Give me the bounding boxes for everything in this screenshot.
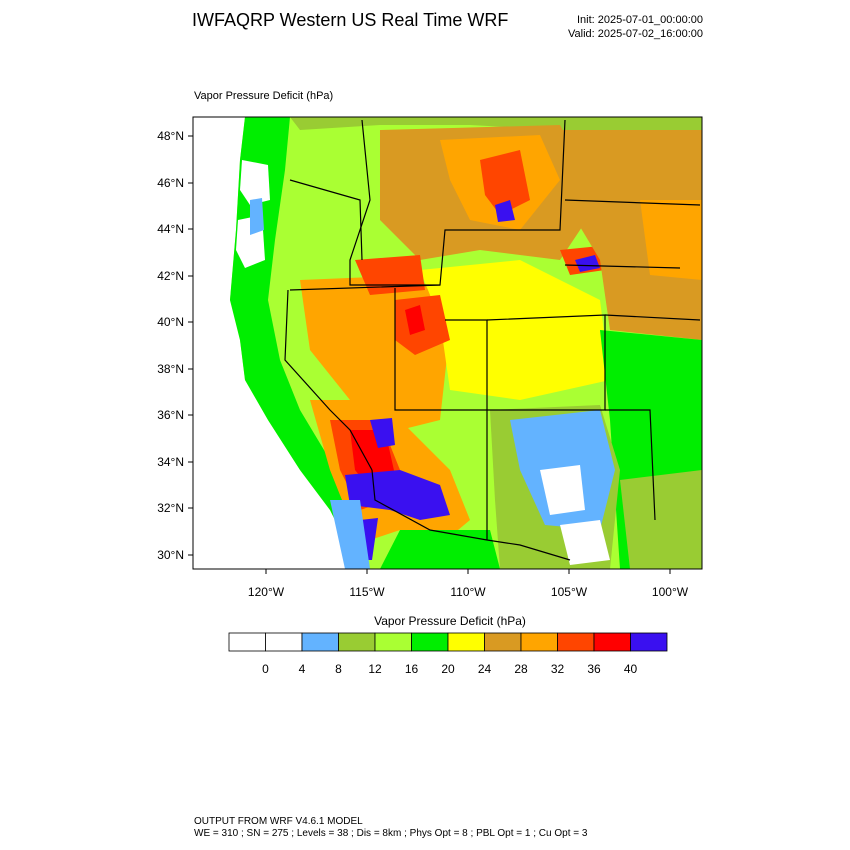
footer-model: OUTPUT FROM WRF V4.6.1 MODEL [194, 816, 363, 827]
colorbar-tick-label: 0 [262, 662, 269, 676]
colorbar-title: Vapor Pressure Deficit (hPa) [374, 614, 526, 628]
colorbar-swatch [484, 632, 522, 652]
map-border [192, 116, 703, 570]
colorbar-tick-label: 24 [478, 662, 492, 676]
colorbar-swatch [557, 632, 595, 652]
colorbar-tick-label: 32 [551, 662, 565, 676]
lon-label: 115°W [349, 585, 385, 599]
colorbar-swatch [593, 632, 631, 652]
colorbar-tick-label: 40 [624, 662, 638, 676]
lat-label: 34°N [157, 455, 184, 469]
lat-label: 48°N [157, 129, 184, 143]
lon-label: 110°W [450, 585, 486, 599]
colorbar-tick-label: 12 [368, 662, 382, 676]
lat-label: 46°N [157, 176, 184, 190]
colorbar-ticks: 0 4 8 12 16 20 24 28 32 36 40 [262, 662, 637, 676]
colorbar-tick-label: 4 [299, 662, 306, 676]
colorbar-tick-label: 20 [441, 662, 455, 676]
lat-label: 32°N [157, 501, 184, 515]
plot-label: Vapor Pressure Deficit (hPa) [194, 90, 334, 102]
page-title: IWFAQRP Western US Real Time WRF [192, 10, 509, 30]
colorbar-swatch [228, 632, 266, 652]
lon-label: 105°W [551, 585, 588, 599]
colorbar-tick-label: 8 [335, 662, 342, 676]
lon-label: 120°W [248, 585, 285, 599]
valid-time: Valid: 2025-07-02_16:00:00 [568, 28, 703, 40]
colorbar [228, 632, 668, 652]
map-field [193, 117, 702, 569]
colorbar-tick-label: 16 [405, 662, 419, 676]
state-boundaries [284, 119, 701, 561]
colorbar-swatch [338, 632, 376, 652]
lat-label: 30°N [157, 548, 184, 562]
colorbar-swatch [447, 632, 485, 652]
lat-label: 44°N [157, 222, 184, 236]
colorbar-swatch [411, 632, 449, 652]
lat-label: 36°N [157, 408, 184, 422]
colorbar-swatch [265, 632, 303, 652]
lat-label: 38°N [157, 362, 184, 376]
colorbar-swatch [520, 632, 558, 652]
colorbar-tick-label: 28 [514, 662, 528, 676]
init-time: Init: 2025-07-01_00:00:00 [577, 14, 703, 26]
colorbar-swatch [374, 632, 412, 652]
lat-label: 40°N [157, 315, 184, 329]
lon-label: 100°W [652, 585, 689, 599]
colorbar-swatch [630, 632, 668, 652]
colorbar-swatch [301, 632, 339, 652]
lat-label: 42°N [157, 269, 184, 283]
colorbar-tick-label: 36 [587, 662, 601, 676]
footer-config: WE = 310 ; SN = 275 ; Levels = 38 ; Dis … [194, 828, 588, 839]
